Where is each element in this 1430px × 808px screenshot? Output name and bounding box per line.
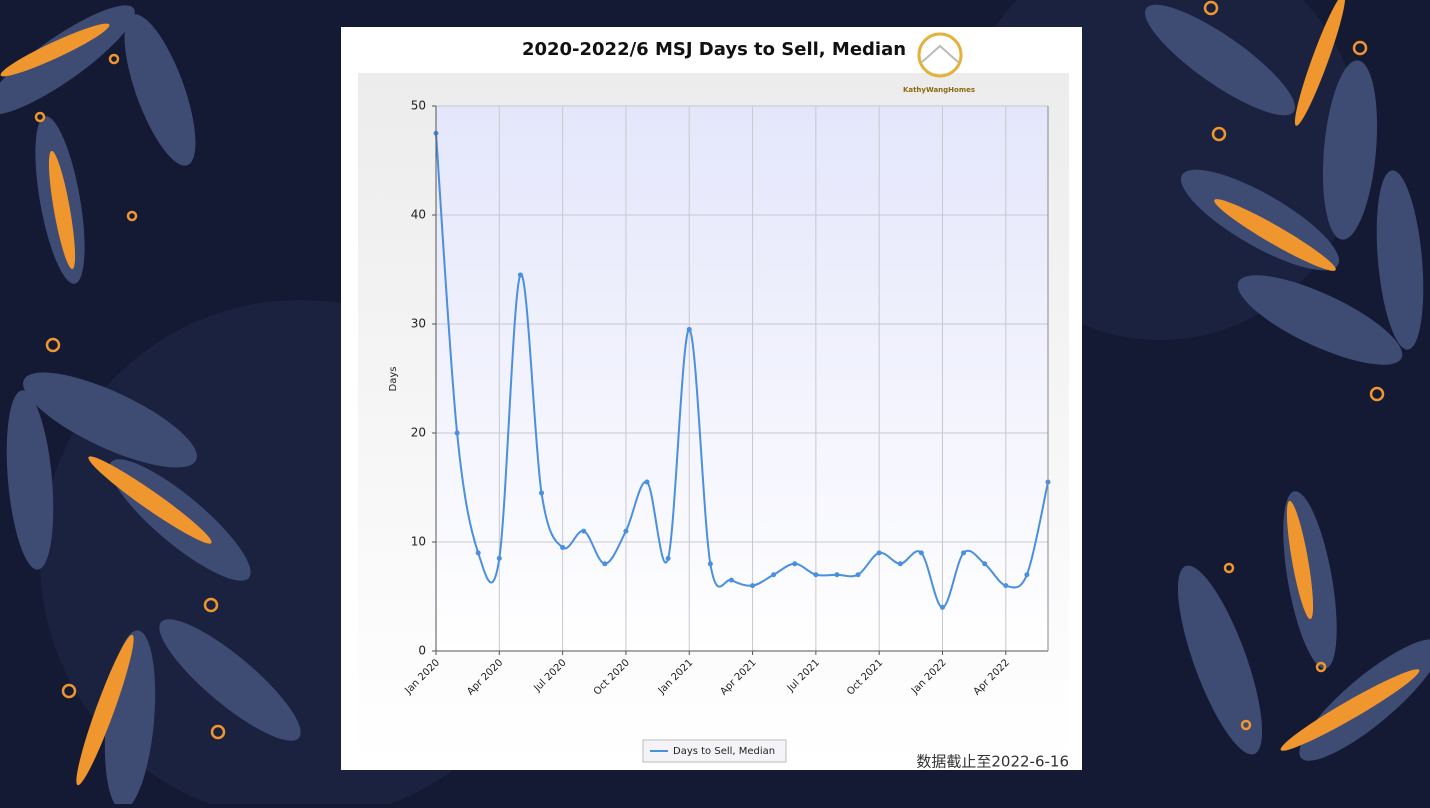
point (539, 490, 545, 496)
y-tick-label: 10 (411, 535, 426, 549)
y-tick-label: 20 (411, 426, 426, 440)
point (454, 430, 460, 436)
point (855, 572, 861, 578)
y-tick-label: 40 (411, 208, 426, 222)
point (1024, 572, 1030, 578)
y-tick-label: 0 (418, 644, 426, 658)
point (939, 604, 945, 610)
point (644, 479, 650, 485)
point (665, 555, 671, 561)
point (623, 528, 629, 534)
line (435, 133, 1049, 609)
point (496, 555, 502, 561)
logo (917, 32, 963, 78)
note: 数据截止至2022-6-16 (916, 753, 1069, 771)
chart-title: 2020-2022/6 MSJ Days to Sell, Median (522, 39, 906, 60)
legend-box (642, 739, 787, 763)
point (897, 561, 903, 567)
point (771, 572, 777, 578)
point (834, 572, 840, 578)
legend: Days to Sell, Median (642, 739, 787, 763)
point (750, 583, 756, 589)
logo-text: KathyWangHomes (903, 86, 975, 94)
point (728, 577, 734, 583)
point (813, 572, 819, 578)
point (581, 528, 587, 534)
point (475, 550, 481, 556)
point (686, 326, 692, 332)
point (517, 272, 523, 278)
point (961, 550, 967, 556)
y-axis-label: Days (388, 367, 399, 392)
point (1003, 583, 1009, 589)
point (707, 561, 713, 567)
point (792, 561, 798, 567)
point (876, 550, 882, 556)
legend-label: Days to Sell, Median (673, 746, 775, 757)
plot-area (436, 106, 1048, 651)
y-tick-label: 30 (411, 317, 426, 331)
y-tick-label: 50 (411, 99, 426, 113)
point (602, 561, 608, 567)
point (982, 561, 988, 567)
point (560, 544, 566, 550)
point (918, 550, 924, 556)
